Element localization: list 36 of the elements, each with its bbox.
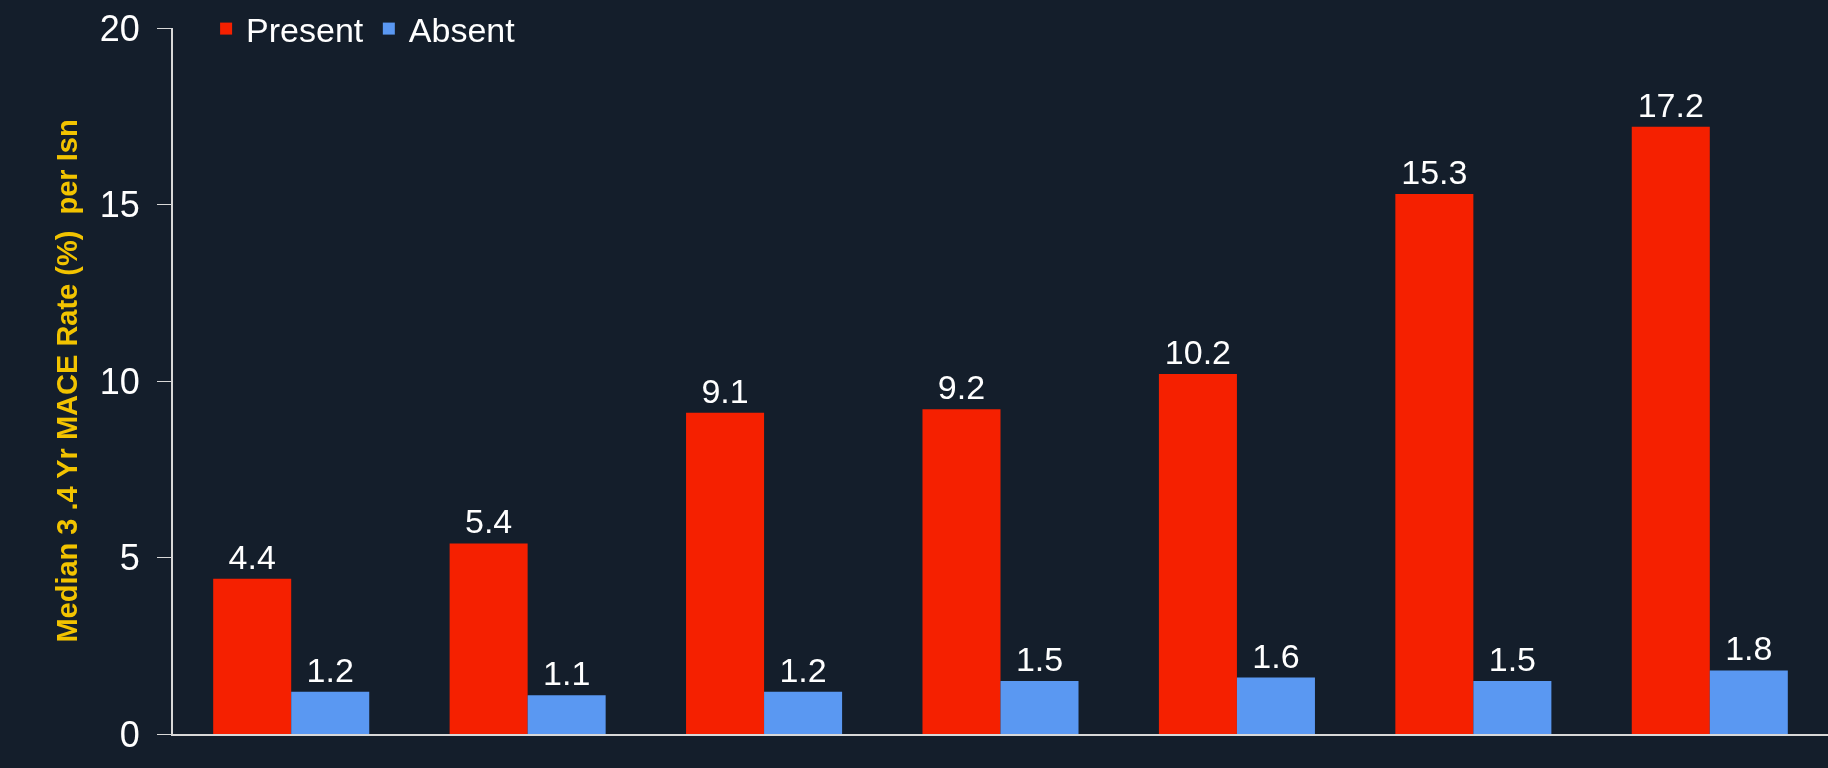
data-label: 5.4 [465,502,513,541]
data-label: 9.1 [701,371,749,410]
data-label: 1.2 [779,650,827,689]
bar [1631,126,1710,734]
data-label: 1.1 [543,654,591,693]
legend-label: Absent [408,10,516,49]
y-tick-label: 0 [119,713,140,755]
data-label: 9.2 [937,368,986,407]
y-tick-label: 5 [119,537,140,579]
y-tick-label: 10 [99,360,140,402]
bar [449,543,528,734]
bar [1236,677,1315,734]
bar [764,691,843,734]
y-tick-label: 15 [99,184,140,226]
bar [1158,373,1237,734]
bar [1000,681,1079,734]
data-label: 17.2 [1637,85,1704,124]
data-label: 1.2 [306,650,354,689]
bar [1709,670,1788,734]
y-tick-label: 20 [99,7,140,49]
legend-label: Present [246,10,364,49]
y-axis-title: Median 3 .4 Yr MACE Rate (%) per Isn [50,119,83,643]
bar [1473,681,1552,734]
data-label: 1.8 [1725,629,1773,668]
data-label: 4.4 [228,537,276,576]
data-label: 15.3 [1401,152,1468,191]
bar [922,409,1001,734]
bar [1395,193,1474,734]
bar [213,578,292,734]
data-label: 1.5 [1488,640,1536,679]
data-label: 1.5 [1015,640,1064,679]
bar [686,412,765,734]
bar [291,691,370,734]
data-label: 10.2 [1164,332,1232,371]
data-label: 1.6 [1252,636,1300,675]
bar [527,695,606,734]
